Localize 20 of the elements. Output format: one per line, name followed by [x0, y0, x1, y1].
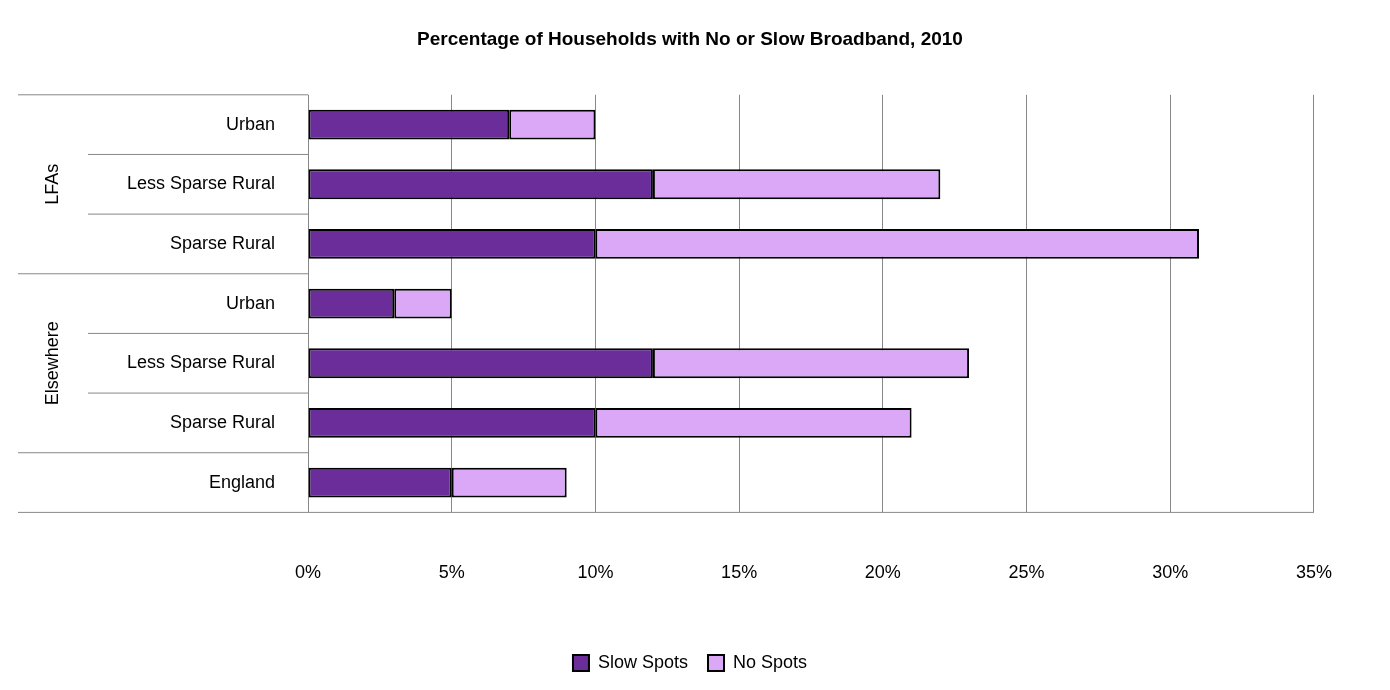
y-tick-label: Urban	[225, 113, 275, 134]
x-tick-label: 5%	[438, 562, 465, 583]
x-tick-label: 0%	[294, 562, 322, 583]
y-tick-label: Less Sparse Rural	[126, 352, 275, 373]
x-tick-label: 10%	[577, 562, 614, 583]
y-tick-label: England	[208, 471, 275, 492]
x-tick-label: 35%	[1295, 562, 1332, 583]
x-tick-label: 25%	[1008, 562, 1045, 583]
y-tick-label: Sparse Rural	[169, 411, 275, 432]
text: Elsewhere	[41, 321, 62, 406]
y-tick-label: Urban	[225, 292, 275, 313]
text: LFAs	[41, 163, 62, 205]
chart-title: Percentage of Households with No or Slow Broadband, 2010	[417, 27, 963, 49]
legend-label: No Spots	[733, 651, 808, 672]
x-tick-label: 30%	[1152, 562, 1189, 583]
x-tick-label: 15%	[721, 562, 758, 583]
y-tick-label: Less Sparse Rural	[126, 173, 275, 194]
x-tick-label: 20%	[864, 562, 901, 583]
legend-label: Slow Spots	[597, 651, 689, 672]
y-tick-label: Sparse Rural	[169, 232, 275, 253]
